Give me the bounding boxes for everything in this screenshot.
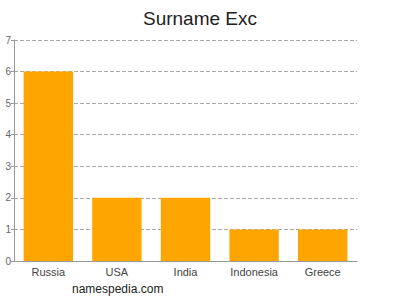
svg-text:5: 5	[5, 98, 11, 109]
svg-text:Greece: Greece	[305, 266, 341, 278]
svg-text:Russia: Russia	[31, 266, 66, 278]
svg-text:India: India	[174, 266, 199, 278]
svg-text:4: 4	[5, 129, 11, 140]
svg-text:Indonesia: Indonesia	[230, 266, 279, 278]
svg-text:Surname Exc: Surname Exc	[143, 8, 257, 29]
svg-text:7: 7	[5, 35, 11, 46]
svg-text:2: 2	[5, 192, 11, 203]
svg-text:3: 3	[5, 161, 11, 172]
svg-text:6: 6	[5, 66, 11, 77]
svg-text:namespedia.com: namespedia.com	[72, 282, 163, 296]
svg-text:0: 0	[5, 256, 11, 267]
svg-text:USA: USA	[106, 266, 129, 278]
svg-text:1: 1	[5, 224, 11, 235]
